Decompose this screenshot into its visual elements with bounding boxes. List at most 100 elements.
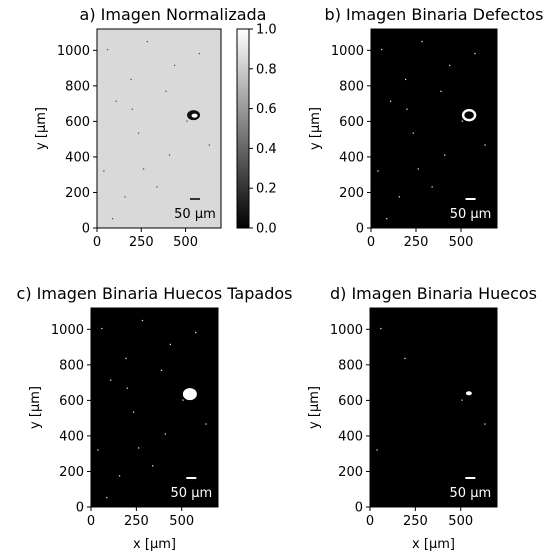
y-tick-label: 800 — [59, 358, 84, 373]
speck — [124, 196, 126, 198]
speck — [417, 168, 419, 170]
speck — [198, 52, 200, 55]
scale-bar-label: 50 µm — [171, 486, 213, 501]
y-tick-label: 800 — [338, 358, 363, 373]
x-tick-label: 500 — [169, 514, 194, 529]
speck — [484, 144, 486, 146]
speck — [431, 186, 433, 188]
speck — [125, 357, 127, 360]
speck — [381, 48, 383, 51]
speck — [160, 369, 163, 371]
speck — [138, 447, 140, 449]
scale-bar-label: 50 µm — [174, 207, 216, 222]
y-tick-label: 600 — [338, 394, 363, 409]
speck — [474, 52, 476, 55]
colorbar-tick-label: 0.4 — [256, 142, 277, 157]
speck — [405, 78, 407, 81]
speck — [461, 399, 463, 401]
y-tick-label: 600 — [59, 394, 84, 409]
panel-title: c) Imagen Binaria Huecos Tapados — [17, 284, 293, 303]
x-tick-label: 250 — [403, 514, 428, 529]
speck — [444, 154, 446, 156]
y-axis-label: y [µm] — [308, 107, 323, 150]
x-tick-label: 0 — [87, 514, 95, 529]
y-tick-label: 400 — [59, 429, 84, 444]
colorbar — [236, 28, 250, 229]
y-axis-label: y [µm] — [34, 107, 49, 150]
x-tick-label: 250 — [124, 514, 149, 529]
y-tick-label: 800 — [65, 79, 90, 94]
speck — [377, 170, 379, 172]
panel-3: 50 µm 0 250 500 0 200 400 600 800 1000 c) Imagen B… — [17, 284, 293, 552]
speck — [165, 90, 167, 92]
speck — [412, 132, 414, 134]
speck — [421, 40, 423, 43]
speck — [130, 78, 132, 81]
y-tick-label: 400 — [65, 150, 90, 165]
speck — [174, 487, 177, 489]
speck — [169, 343, 171, 346]
x-tick-label: 500 — [449, 235, 474, 250]
x-tick-label: 500 — [448, 514, 473, 529]
speck — [111, 218, 114, 220]
panel-4: 50 µm 0 250 500 0 200 400 600 800 1000 d) Imagen B… — [307, 284, 537, 552]
speck — [195, 331, 197, 334]
speck — [152, 465, 154, 467]
speck — [186, 120, 188, 122]
speck — [141, 319, 144, 322]
speck — [146, 40, 148, 43]
y-tick-label: 1000 — [57, 44, 90, 59]
y-tick-label: 1000 — [330, 323, 363, 338]
axes-frame — [369, 307, 498, 508]
speck — [173, 64, 176, 67]
defect-ring — [461, 108, 477, 122]
axes-frame — [96, 28, 222, 229]
y-axis-label: y [µm] — [307, 386, 322, 429]
axes-frame — [370, 28, 498, 229]
scale-bar-label: 50 µm — [450, 207, 492, 222]
image-area — [371, 29, 497, 228]
scale-bar — [465, 477, 476, 479]
speck — [440, 90, 442, 92]
speck — [380, 327, 382, 330]
y-tick-label: 200 — [338, 465, 363, 480]
scale-bar — [189, 198, 200, 200]
speck — [110, 379, 112, 381]
panel-title: b) Imagen Binaria Defectos — [325, 5, 544, 24]
x-tick-label: 0 — [93, 235, 101, 250]
speck — [164, 433, 166, 435]
speck — [389, 100, 392, 102]
colorbar-tick-label: 0.8 — [256, 62, 277, 77]
x-axis-label: x [µm] — [412, 537, 455, 552]
y-tick-label: 600 — [339, 115, 364, 130]
colorbar-tick-label: 0.2 — [256, 182, 277, 197]
speck — [398, 196, 400, 198]
speck — [205, 423, 207, 425]
y-tick-label: 200 — [339, 186, 364, 201]
image-area — [97, 29, 221, 228]
speck — [404, 357, 406, 360]
speck — [484, 423, 486, 425]
speck — [178, 208, 181, 210]
x-tick-label: 250 — [404, 235, 429, 250]
scale-bar-label: 50 µm — [450, 486, 492, 501]
y-tick-label: 0 — [82, 222, 90, 237]
speck — [461, 120, 463, 122]
speck — [106, 497, 108, 499]
defect-blob — [182, 388, 197, 401]
speck — [103, 170, 105, 172]
panel-title: d) Imagen Binaria Huecos — [330, 284, 537, 303]
panel-1: 50 µm 0 250 500 0 200 400 600 800 1000 a) Imagen N… — [34, 5, 277, 250]
speck — [118, 475, 121, 477]
speck — [97, 449, 99, 451]
y-tick-label: 1000 — [51, 323, 84, 338]
x-tick-label: 250 — [129, 235, 154, 250]
speck — [142, 168, 145, 170]
axes-frame — [90, 307, 219, 508]
y-tick-label: 200 — [59, 465, 84, 480]
speck — [131, 108, 133, 110]
colorbar-tick-label: 1.0 — [256, 23, 277, 38]
speck — [126, 387, 128, 389]
panel-2: 50 µm 0 250 500 0 200 400 600 800 1000 b) Imagen B… — [308, 5, 543, 250]
scale-bar — [186, 477, 197, 479]
